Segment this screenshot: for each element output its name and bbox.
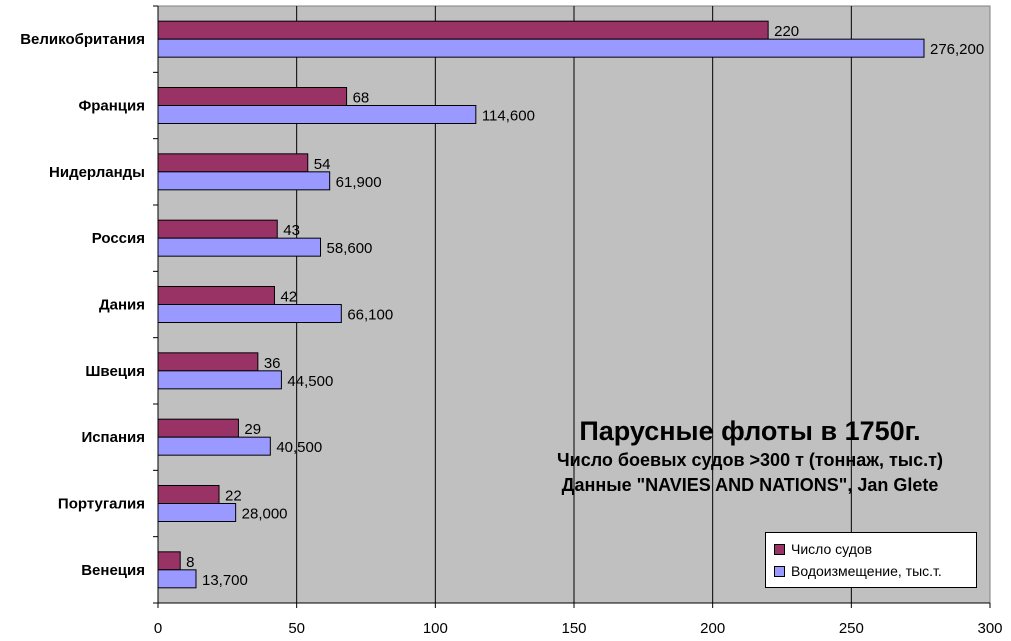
legend-item-displacement: Водоизмещение, тыс.т. [774,560,968,582]
category-label: Россия [92,230,145,247]
data-label-ships: 220 [774,23,799,40]
bar-displacement [157,105,477,124]
bar-displacement [157,38,925,58]
x-axis: 0 50 100 150 200 250 300 [153,5,1003,637]
bars [157,20,925,589]
bar-ships [157,153,309,173]
category-label: Великобритания [20,31,145,48]
x-tick-label: 200 [700,620,725,637]
category-label: Испания [81,429,145,446]
x-tick-label: 0 [154,620,162,637]
data-label-ships: 54 [314,156,331,173]
bar-displacement [157,237,322,257]
data-label-displacement: 44,500 [287,373,333,390]
bar-displacement [157,503,237,522]
bar-displacement [157,370,282,390]
bar-ships [157,87,348,106]
data-label-displacement: 28,000 [242,506,288,523]
x-tick-label: 300 [977,620,1002,637]
data-label-ships: 42 [280,289,297,306]
category-labels: Великобритания Франция Нидерланды Россия Дан… [20,31,145,579]
category-label: Франция [78,98,145,115]
chart-subtitle-1: Число боевых судов >300 т (тоннаж, тыс.т… [556,450,943,470]
data-label-ships: 68 [353,90,370,107]
data-label-displacement: 13,700 [202,572,248,589]
chart-title-block: Парусные флоты в 1750г. Число боевых суд… [500,414,1000,498]
category-label: Португалия [58,496,145,513]
bar-ships [157,286,275,305]
bar-displacement [157,304,342,323]
data-label-displacement: 66,100 [347,307,393,324]
data-labels: 220 276,200 68 114,600 54 61,900 43 58,600 42 66,… [186,23,984,589]
data-label-ships: 43 [283,222,300,239]
data-label-displacement: 276,200 [930,41,984,58]
bar-ships [157,418,239,438]
data-label-displacement: 114,600 [482,108,535,125]
legend-label-displacement: Водоизмещение, тыс.т. [791,563,942,579]
category-label: Дания [99,297,145,314]
data-label-ships: 29 [244,421,261,438]
chart-subtitle-2: Данные "NAVIES AND NATIONS", Jan Glete [561,475,939,495]
legend-swatch-displacement [774,565,785,577]
legend: Число судов Водоизмещение, тыс.т. [765,532,977,588]
bar-ships [157,485,220,504]
data-label-ships: 8 [186,554,194,571]
legend-item-ships: Число судов [774,538,968,560]
bar-ships [157,551,181,571]
data-label-displacement: 40,500 [276,439,322,456]
x-tick-label: 100 [423,620,448,637]
data-label-ships: 22 [225,488,242,505]
category-label: Швеция [85,363,145,380]
x-tick-label: 150 [561,620,586,637]
category-label: Венеция [81,562,145,579]
bar-displacement [157,436,271,456]
bar-displacement [157,569,197,589]
data-label-displacement: 61,900 [336,174,382,191]
category-label: Нидерланды [49,164,145,181]
chart-title: Парусные флоты в 1750г. [579,416,921,446]
bar-ships [157,219,278,239]
legend-label-ships: Число судов [791,541,873,557]
x-tick-label: 250 [839,620,864,637]
bar-displacement [157,171,331,191]
data-label-displacement: 58,600 [327,240,373,257]
bar-ships [157,20,769,40]
data-label-ships: 36 [264,355,281,372]
x-tick-label: 50 [288,620,305,637]
bar-ships [157,352,259,372]
legend-swatch-ships [774,543,785,555]
